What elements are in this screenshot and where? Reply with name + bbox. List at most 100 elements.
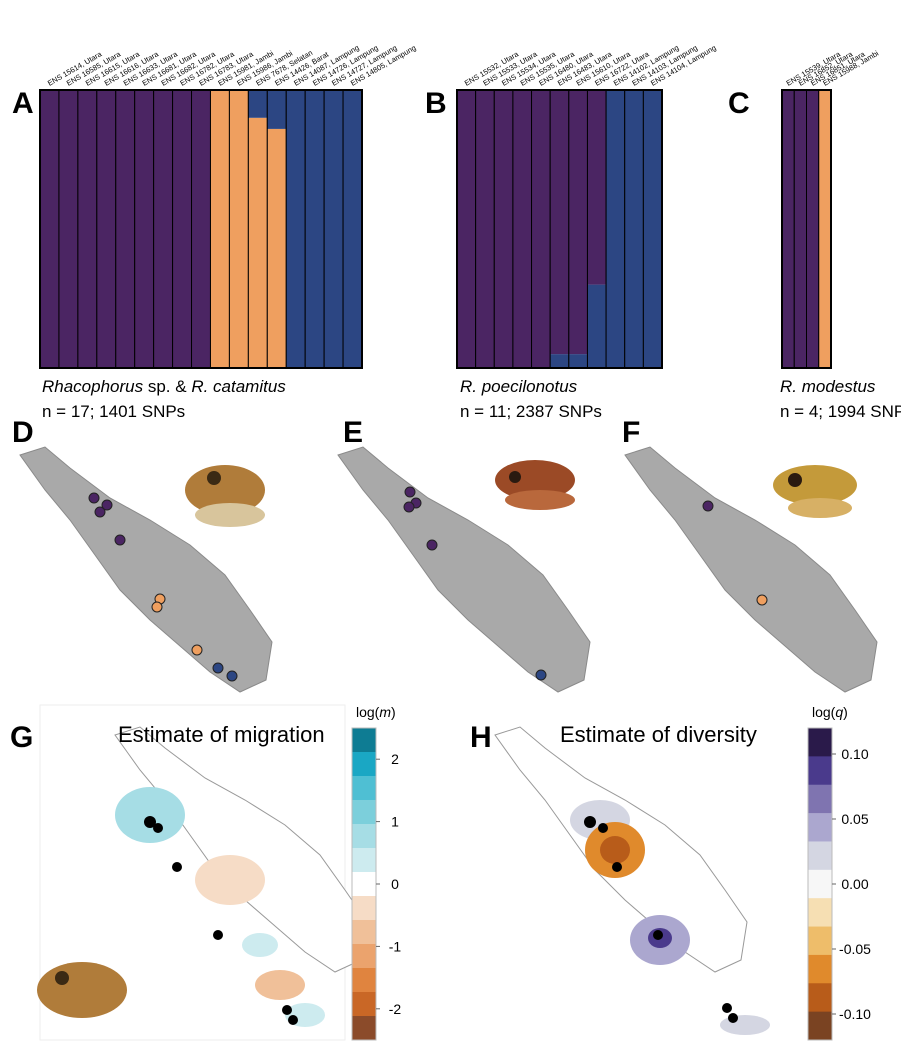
ancestry-segment [569, 90, 588, 354]
colorbar-label: log(q) [812, 704, 848, 720]
site [536, 670, 546, 680]
colorbar-band [352, 944, 376, 969]
site [405, 487, 415, 497]
site [404, 502, 414, 512]
site [427, 540, 437, 550]
ancestry-segment [267, 90, 286, 129]
ancestry-segment [587, 90, 606, 285]
text-part: log( [812, 704, 836, 720]
colorbar-band [808, 983, 832, 1012]
colorbar-tick-label: -1 [389, 938, 402, 954]
panel-letter: G [10, 721, 33, 754]
figure: AENS 15614, UtaraENS 16585, UtaraENS 166… [0, 0, 901, 1044]
ancestry-segment [78, 90, 97, 368]
eems-maps [37, 705, 770, 1040]
colorbar-band [808, 785, 832, 814]
site [213, 663, 223, 673]
colorbar-tick-label: -0.05 [839, 941, 871, 957]
colorbar-label: log(m) [356, 704, 396, 720]
panel-letter: C [728, 87, 750, 120]
colorbar-band [808, 870, 832, 899]
sample-summary: n = 11; 2387 SNPs [460, 402, 602, 421]
panel-letter: E [343, 416, 363, 449]
colorbar-band [352, 848, 376, 873]
ancestry-segment [97, 90, 116, 368]
ancestry-segment [343, 90, 362, 368]
site [227, 671, 237, 681]
colorbar-tick-label: 0 [391, 876, 399, 892]
colorbar-band [808, 841, 832, 870]
ancestry-segment [532, 90, 551, 368]
site [703, 501, 713, 511]
ancestry-segment [794, 90, 806, 368]
colorbar-band [352, 728, 376, 753]
colorbar-band [352, 896, 376, 921]
sample-summary: n = 4; 1994 SNPs [780, 402, 901, 421]
frog-image [185, 465, 265, 527]
colorbar-band [352, 776, 376, 801]
ancestry-segment [550, 354, 569, 368]
ancestry-segment [476, 90, 495, 368]
text-part: sp. & [143, 377, 191, 396]
ancestry-segment [587, 285, 606, 368]
ancestry-segment [173, 90, 192, 368]
ancestry-segment [494, 90, 513, 368]
text-part: m [379, 704, 391, 720]
text-part: log( [356, 704, 380, 720]
ancestry-segment [59, 90, 78, 368]
colorbar-band [352, 752, 376, 777]
maps [20, 447, 877, 692]
contour [242, 933, 278, 957]
ancestry-segment [625, 90, 644, 368]
species-name: R. poecilonotus [460, 377, 578, 396]
text-part: ) [843, 704, 848, 720]
contour [720, 1015, 770, 1035]
species-name: Rhacophorus sp. & R. catamitus [42, 377, 286, 396]
site [102, 500, 112, 510]
text-part: Rhacophorus [42, 377, 144, 396]
colorbar-band [808, 927, 832, 956]
colorbar-band [808, 728, 832, 757]
contour [115, 787, 185, 843]
colorbar-band [808, 898, 832, 927]
text-part: R. catamitus [191, 377, 286, 396]
eems-outline [115, 727, 367, 972]
colorbar-band [352, 824, 376, 849]
colorbar-band [352, 872, 376, 897]
ancestry-segment [324, 90, 343, 368]
ancestry-segment [229, 90, 248, 368]
ancestry-segment [267, 129, 286, 368]
panel-letter: F [622, 416, 640, 449]
ancestry-segment [286, 90, 305, 368]
colorbar-tick-label: 0.10 [841, 746, 868, 762]
frog-image [37, 962, 127, 1018]
colorbar-band [352, 800, 376, 825]
colorbar-tick-label: 2 [391, 751, 399, 767]
ancestry-segment [782, 90, 794, 368]
site [115, 535, 125, 545]
site [152, 602, 162, 612]
panel-letter: H [470, 721, 492, 754]
site [192, 645, 202, 655]
contour [255, 970, 305, 1000]
colorbar-band [808, 813, 832, 842]
ancestry-segment [248, 90, 267, 118]
colorbar-tick-label: 0.00 [841, 876, 868, 892]
panel-letter: A [12, 87, 34, 120]
ancestry-segment [305, 90, 324, 368]
ancestry-segment [192, 90, 211, 368]
text-part: q [835, 704, 843, 720]
ancestry-segment [248, 118, 267, 368]
frog-image [773, 465, 857, 518]
ancestry-segment [210, 90, 229, 368]
ancestry-segment [457, 90, 476, 368]
colorbar-band [352, 1016, 376, 1041]
panel-letter: D [12, 416, 34, 449]
ancestry-segment [116, 90, 135, 368]
colorbar-band [808, 1012, 832, 1041]
ancestry-segment [135, 90, 154, 368]
colorbar-tick-label: -0.10 [839, 1006, 871, 1022]
colorbar-band [808, 756, 832, 785]
sample-summary: n = 17; 1401 SNPs [42, 402, 185, 421]
contour [195, 855, 265, 905]
